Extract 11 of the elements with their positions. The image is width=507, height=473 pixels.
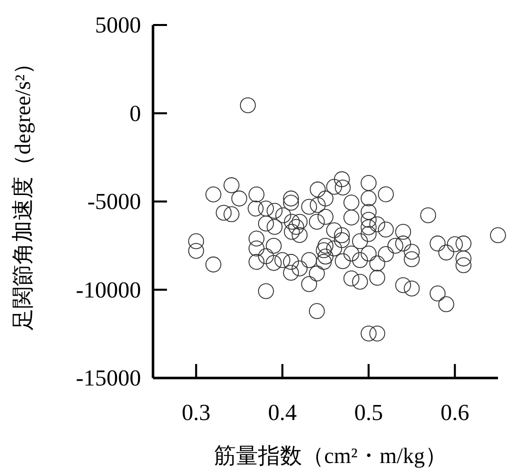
- y-axis-title: 足関節角加速度（degree/s²）: [10, 52, 35, 330]
- y-tick-label: -10000: [76, 277, 141, 302]
- y-tick-label: -5000: [87, 189, 141, 214]
- y-tick-label: 0: [130, 100, 141, 126]
- x-tick-label: 0.4: [268, 400, 298, 425]
- x-axis-title: 筋量指数（cm²・m/kg）: [214, 443, 447, 468]
- y-tick-label: 5000: [95, 12, 141, 38]
- y-tick-label: -15000: [76, 366, 141, 390]
- x-tick-label: 0.3: [182, 400, 210, 425]
- x-tick-label: 0.6: [440, 400, 470, 425]
- x-tick-label: 0.5: [354, 400, 383, 425]
